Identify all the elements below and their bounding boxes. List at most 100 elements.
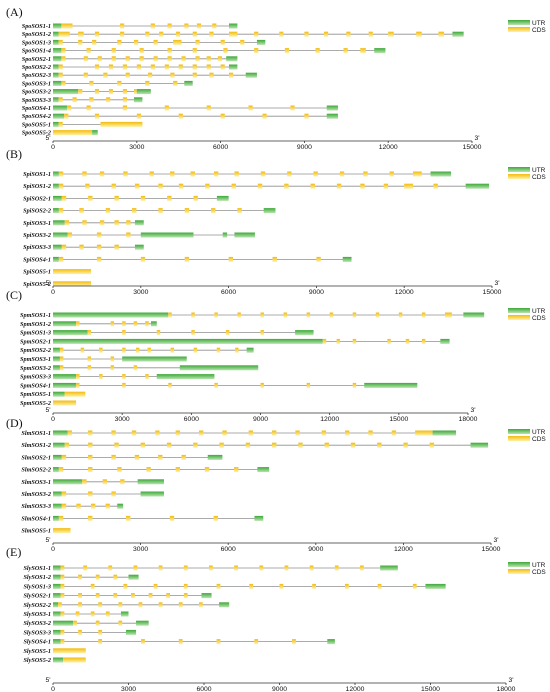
gene-row: SlySOS3-3	[23, 629, 137, 636]
gene-name: SlySOS3-1	[23, 611, 51, 618]
gene-name: SpoSOS1-1	[22, 23, 51, 30]
cds-segment	[108, 64, 114, 70]
gene-name: SpoSOS4-1	[22, 105, 51, 112]
cds-segment	[166, 442, 172, 448]
cds-segment	[100, 121, 143, 127]
panel-label: (E)	[6, 545, 21, 559]
cds-segment	[145, 80, 150, 86]
cds-segment	[53, 400, 77, 406]
gene-name: SlySOS2-1	[23, 593, 51, 600]
cds-segment	[388, 31, 394, 37]
gene-row: SpoSOS1-1	[22, 23, 238, 30]
axis-tick-label: 3000	[115, 416, 130, 423]
cds-segment	[94, 64, 100, 70]
cds-segment	[98, 602, 103, 608]
cds-segment	[95, 620, 100, 626]
utr-segment	[53, 338, 323, 344]
gene-row: SlySOS3-2	[23, 620, 149, 627]
gene-row: SpiSOS2-1	[23, 195, 229, 202]
cds-segment	[206, 105, 211, 111]
cds-segment	[292, 639, 296, 645]
legend-utr-label: UTR	[532, 167, 546, 174]
cds-segment	[96, 256, 102, 262]
gene-row: SpoSOS3-2	[22, 89, 151, 96]
cds-segment	[58, 208, 64, 214]
gene-row: SpoSOS1-2	[22, 31, 464, 38]
cds-segment	[110, 365, 115, 371]
cds-segment	[141, 639, 145, 645]
gene-row: SlySOS4-1	[23, 639, 335, 646]
cds-segment	[58, 515, 64, 521]
gene-row: SpiSOS3-1	[23, 220, 144, 227]
axis-tick-label: 9000	[308, 546, 323, 553]
gene-name: SpiSOS4-1	[23, 256, 51, 263]
gene-name: SpoSOS2-1	[22, 56, 51, 63]
cds-segment	[110, 356, 115, 362]
cds-segment	[105, 208, 111, 214]
utr-segment	[342, 256, 352, 262]
cds-segment	[170, 347, 175, 353]
gene-row: SpoSOS4-1	[22, 105, 338, 112]
cds-segment	[166, 593, 171, 599]
gene-row: SlySOS2-2	[23, 602, 230, 609]
cds-segment	[114, 244, 119, 250]
axis-tick-label: 6000	[221, 289, 236, 296]
utr-segment	[452, 31, 464, 37]
legend-cds-swatch	[508, 315, 530, 320]
cds-segment	[272, 442, 277, 448]
cds-segment	[145, 31, 150, 37]
cds-segment	[114, 442, 119, 448]
cds-segment	[76, 503, 81, 509]
utr-segment	[256, 39, 266, 45]
gene-name: SpiSOS3-1	[23, 220, 51, 227]
cds-segment	[254, 31, 259, 37]
utr-segment	[53, 330, 88, 336]
cds-segment	[368, 31, 373, 37]
gene-name: SpmSOS1-2	[20, 321, 51, 328]
cds-segment	[88, 430, 93, 436]
legend-cds-label: CDS	[532, 174, 546, 181]
legend-cds-swatch	[508, 174, 530, 179]
gene-row: SlmSOS3-2	[21, 491, 164, 498]
cds-segment	[117, 467, 122, 473]
gene-name: SpoSOS3-1	[22, 80, 51, 87]
cds-segment	[53, 281, 92, 287]
gene-name: SpmSOS5-2	[20, 400, 51, 407]
cds-segment	[158, 208, 163, 214]
axis-tick-label: 18000	[497, 686, 516, 692]
utr-segment	[92, 130, 98, 136]
cds-segment	[167, 195, 172, 201]
utr-segment	[53, 80, 62, 86]
gene-row: SpmSOS2-2	[20, 347, 254, 354]
utr-segment	[53, 347, 60, 353]
cds-segment	[310, 183, 315, 189]
gene-row: SpmSOS1-1	[20, 312, 485, 319]
utr-segment	[134, 220, 144, 226]
cds-segment	[59, 365, 64, 371]
axis-5prime: 5'	[45, 407, 50, 414]
cds-segment	[58, 72, 63, 78]
cds-segment	[133, 365, 138, 371]
cds-segment	[98, 629, 103, 635]
cds-segment	[222, 430, 227, 436]
cds-segment	[90, 611, 95, 617]
cds-segment	[235, 347, 239, 353]
utr-segment	[120, 611, 129, 617]
cds-segment	[105, 503, 110, 509]
cds-segment	[126, 220, 131, 226]
utr-segment	[134, 244, 144, 250]
utr-segment	[122, 356, 187, 362]
gene-name: SlySOS5-1	[23, 648, 51, 655]
cds-segment	[61, 503, 67, 509]
cds-segment	[58, 171, 64, 177]
cds-segment	[122, 374, 126, 380]
gene-row: SpoSOS4-2	[22, 113, 338, 120]
cds-segment	[234, 467, 239, 473]
cds-segment	[290, 105, 295, 111]
gene-row: SpiSOS2-2	[23, 208, 276, 215]
cds-segment	[110, 321, 115, 327]
cds-segment	[64, 220, 70, 226]
cds-segment	[209, 72, 214, 78]
